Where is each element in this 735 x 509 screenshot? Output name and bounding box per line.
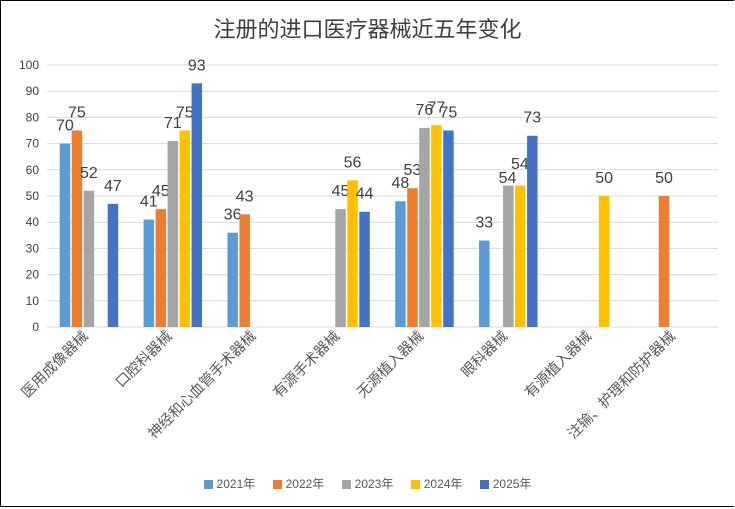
- svg-text:医用成像器械: 医用成像器械: [18, 328, 92, 402]
- svg-text:80: 80: [26, 110, 40, 124]
- svg-text:50: 50: [595, 170, 613, 187]
- svg-text:口腔科器械: 口腔科器械: [112, 328, 175, 391]
- svg-text:50: 50: [655, 170, 673, 187]
- svg-text:47: 47: [104, 178, 122, 195]
- svg-text:90: 90: [26, 84, 40, 98]
- svg-text:40: 40: [26, 215, 40, 229]
- svg-text:眼科器械: 眼科器械: [458, 328, 511, 381]
- svg-text:52: 52: [80, 165, 98, 182]
- svg-text:45: 45: [152, 183, 170, 200]
- svg-text:70: 70: [26, 137, 40, 151]
- svg-text:56: 56: [344, 154, 362, 171]
- svg-text:60: 60: [26, 163, 40, 177]
- svg-text:75: 75: [176, 105, 194, 122]
- svg-text:有源植入器械: 有源植入器械: [521, 328, 595, 402]
- svg-text:53: 53: [404, 162, 422, 179]
- svg-text:30: 30: [26, 241, 40, 255]
- svg-text:43: 43: [236, 188, 254, 205]
- svg-text:0: 0: [32, 320, 39, 334]
- svg-text:50: 50: [26, 189, 40, 203]
- svg-text:54: 54: [511, 156, 529, 173]
- svg-text:33: 33: [475, 215, 493, 232]
- svg-text:100: 100: [19, 58, 39, 72]
- svg-text:75: 75: [68, 105, 86, 122]
- svg-text:20: 20: [26, 268, 40, 282]
- svg-text:45: 45: [332, 183, 350, 200]
- svg-text:93: 93: [188, 57, 206, 74]
- svg-text:73: 73: [523, 110, 541, 127]
- svg-text:36: 36: [224, 207, 242, 224]
- svg-text:10: 10: [26, 294, 40, 308]
- svg-text:75: 75: [440, 105, 458, 122]
- svg-text:44: 44: [356, 186, 374, 203]
- svg-text:有源手术器械: 有源手术器械: [270, 328, 344, 402]
- svg-text:无源植入器械: 无源植入器械: [354, 328, 428, 402]
